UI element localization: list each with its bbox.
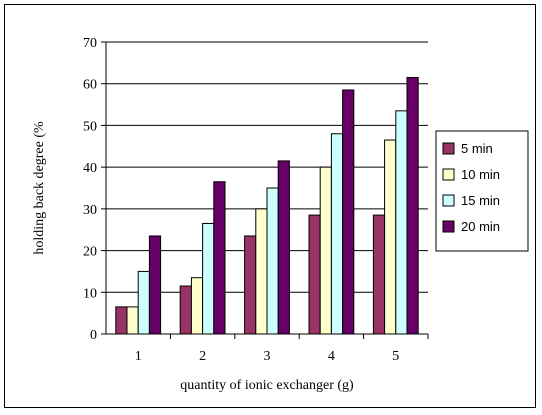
- bar-20-min-cat-4: [342, 89, 355, 335]
- bar-10-min-cat-1: [126, 306, 139, 335]
- bar-20-min-cat-3: [277, 160, 290, 335]
- y-tick-label: 30: [83, 203, 97, 218]
- x-tick-labels: 1 2 3 4 5: [135, 349, 400, 364]
- bar-5-min-cat-1: [115, 306, 128, 335]
- bar-10-min-cat-4: [319, 166, 332, 335]
- bar-15-min-cat-3: [266, 187, 279, 335]
- legend-label: 5 min: [461, 141, 493, 156]
- y-tick-label: 50: [83, 119, 97, 134]
- y-tick-label: 60: [83, 78, 97, 93]
- legend-swatch: [442, 220, 455, 233]
- legend-swatch: [442, 142, 455, 155]
- legend-swatch: [442, 194, 455, 207]
- bar-20-min-cat-1: [148, 235, 162, 335]
- x-tick-label: 1: [135, 349, 142, 364]
- y-tick-labels: 0 10 20 30 40 50 60 70: [83, 36, 97, 343]
- bar-15-min-cat-2: [202, 222, 215, 335]
- y-tick-label: 40: [83, 161, 97, 176]
- bar-10-min-cat-2: [190, 277, 204, 335]
- chart-frame: 0 10 20 30 40 50 60 70 1 2 3 4 5 holding back degre…: [4, 4, 536, 408]
- bar-5-min-cat-2: [179, 285, 192, 335]
- y-tick-label: 10: [83, 286, 97, 301]
- x-tick-label: 5: [392, 349, 399, 364]
- bar-15-min-cat-4: [330, 133, 344, 335]
- x-tick-label: 4: [328, 349, 335, 364]
- bar-15-min-cat-5: [395, 110, 408, 335]
- legend-label: 15 min: [461, 193, 500, 208]
- bar-20-min-cat-2: [213, 181, 226, 335]
- bar-20-min-cat-5: [406, 76, 419, 335]
- bar-5-min-cat-4: [308, 214, 321, 335]
- legend-label: 10 min: [461, 167, 500, 182]
- legend-label: 20 min: [461, 219, 500, 234]
- y-tick-label: 20: [83, 245, 97, 260]
- legend-swatch: [442, 168, 455, 181]
- bar-chart: 0 10 20 30 40 50 60 70 1 2 3 4 5 holding back degre…: [32, 36, 529, 393]
- legend: 5 min 10 min 15 min 20 min: [435, 130, 529, 252]
- x-tick-label: 3: [264, 349, 271, 364]
- bar-5-min-cat-3: [244, 235, 257, 335]
- bar-series: [115, 76, 419, 335]
- x-tick-label: 2: [199, 349, 206, 364]
- axes: [101, 41, 429, 339]
- bar-10-min-cat-5: [384, 139, 397, 335]
- bar-5-min-cat-5: [372, 214, 386, 335]
- y-tick-label: 70: [83, 36, 97, 51]
- bar-15-min-cat-1: [137, 270, 150, 335]
- bar-10-min-cat-3: [255, 208, 268, 335]
- x-axis-title: quantity of ionic exchanger (g): [180, 378, 354, 393]
- y-tick-label: 0: [90, 328, 97, 343]
- y-axis-title: holding back degree (%: [32, 121, 47, 255]
